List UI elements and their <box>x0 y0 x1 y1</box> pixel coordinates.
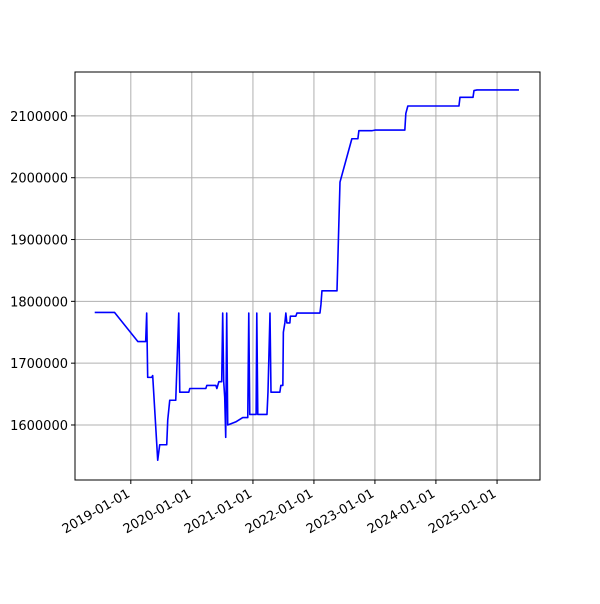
y-tick-label: 1900000 <box>10 234 68 249</box>
y-tick-label: 1700000 <box>10 357 68 372</box>
data-line <box>94 89 519 462</box>
plot-frame <box>74 71 541 481</box>
y-tick-label: 2100000 <box>10 110 68 125</box>
y-tick-label: 1800000 <box>10 295 68 310</box>
y-tick-label: 2000000 <box>10 172 68 187</box>
y-tick-label: 1600000 <box>10 419 68 434</box>
